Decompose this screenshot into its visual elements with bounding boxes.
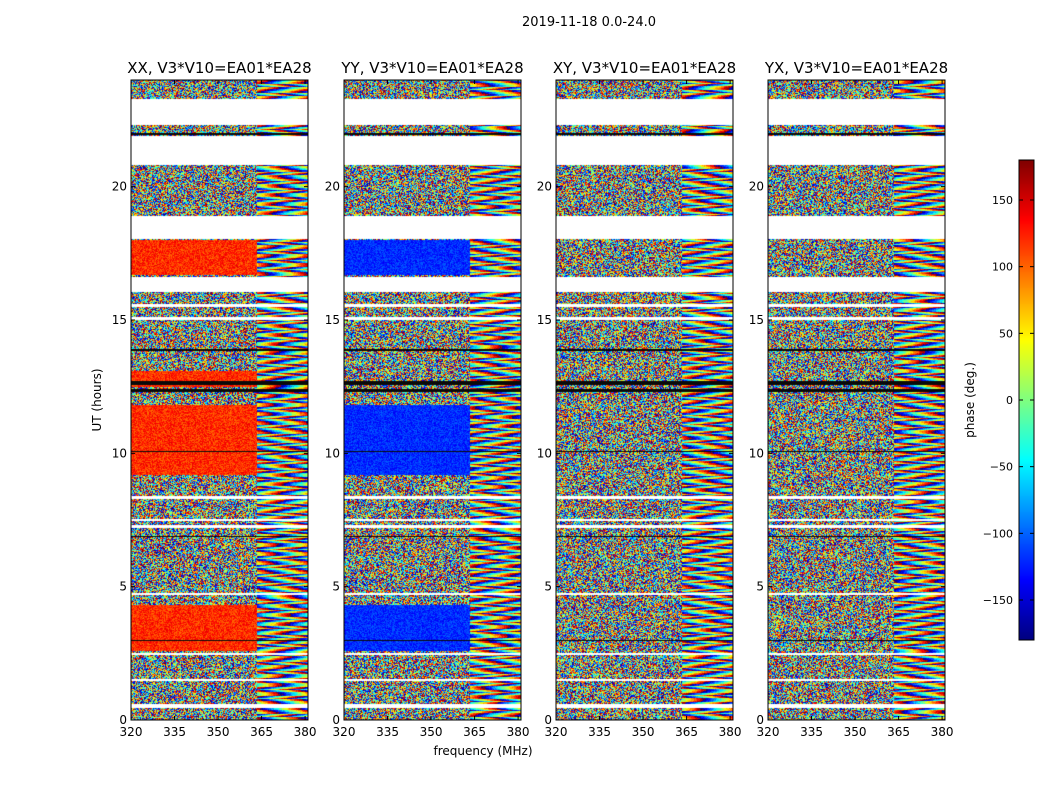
colorbar-tick-label-4: −50 [990,461,1013,474]
x-tick-label-0-0: 320 [120,725,143,739]
panel-title-0: XX, V3*V10=EA01*EA28 [127,59,311,77]
y-tick-label-2-2: 10 [537,446,552,460]
x-axis-label: frequency (MHz) [433,744,532,758]
x-tick-label-1-1: 335 [376,725,399,739]
colorbar-tick-label-0: 150 [992,194,1013,207]
colorbar-label: phase (deg.) [963,362,977,438]
colorbar-tick-label-6: −150 [983,594,1013,607]
x-tick-label-3-0: 320 [757,725,780,739]
y-tick-label-3-4: 20 [749,180,764,194]
figure-suptitle: 2019-11-18 0.0-24.0 [522,15,656,30]
heatmap-image-1 [344,80,521,720]
y-tick-label-0-1: 5 [119,580,127,594]
y-tick-label-0-0: 0 [119,713,127,727]
x-tick-label-3-3: 365 [887,725,910,739]
panels-group: XX, V3*V10=EA01*EA28 320 335 350 365 380 0 5 10 1… [112,59,954,739]
axes-frame-3 [767,79,946,721]
colorbar-tick-label-3: 0 [1006,394,1013,407]
panel-0: XX, V3*V10=EA01*EA28 320 335 350 365 380 0 5 10 1… [112,59,317,739]
panel-title-3: YX, V3*V10=EA01*EA28 [764,59,948,77]
panel-title-2: XY, V3*V10=EA01*EA28 [553,59,736,77]
panel-title-1: YY, V3*V10=EA01*EA28 [340,59,523,77]
x-tick-label-2-0: 320 [545,725,568,739]
y-tick-label-3-0: 0 [756,713,764,727]
x-tick-label-2-2: 350 [632,725,655,739]
x-tick-label-0-3: 365 [250,725,273,739]
panel-2: XY, V3*V10=EA01*EA28 320 335 350 365 380 0 5 10 1… [537,59,742,739]
x-tick-label-1-2: 350 [420,725,443,739]
x-tick-label-2-1: 335 [588,725,611,739]
y-tick-label-0-2: 10 [112,446,127,460]
heatmap-image-0 [131,80,308,720]
colorbar: 150 100 50 0 −50 −100 −150 [983,159,1035,641]
x-tick-label-0-1: 335 [163,725,186,739]
y-axis-label: UT (hours) [90,368,104,431]
x-tick-label-3-4: 380 [931,725,954,739]
y-tick-label-0-3: 15 [112,313,127,327]
y-tick-label-2-1: 5 [544,580,552,594]
y-tick-label-0-4: 20 [112,180,127,194]
x-tick-label-1-0: 320 [333,725,356,739]
x-tick-label-0-2: 350 [207,725,230,739]
colorbar-tick-label-5: −100 [983,527,1013,540]
x-tick-label-3-1: 335 [800,725,823,739]
x-tick-label-2-4: 380 [719,725,742,739]
panel-3: YX, V3*V10=EA01*EA28 320 335 350 365 380 0 5 10 1… [749,59,954,739]
axes-frame-1 [343,79,522,721]
y-tick-label-3-3: 15 [749,313,764,327]
x-tick-label-1-4: 380 [507,725,530,739]
y-tick-label-1-4: 20 [325,180,340,194]
x-tick-label-0-4: 380 [294,725,317,739]
y-tick-label-2-3: 15 [537,313,552,327]
y-tick-label-3-1: 5 [756,580,764,594]
colorbar-tick-label-2: 50 [999,327,1013,340]
heatmap-image-3 [768,80,945,720]
colorbar-gradient [1019,160,1034,640]
y-tick-label-1-2: 10 [325,446,340,460]
panel-1: YY, V3*V10=EA01*EA28 320 335 350 365 380 0 5 10 1… [325,59,530,739]
axes-frame-0 [130,79,309,721]
axes-frame-2 [555,79,734,721]
y-tick-label-3-2: 10 [749,446,764,460]
y-tick-label-2-4: 20 [537,180,552,194]
y-tick-label-1-1: 5 [332,580,340,594]
colorbar-tick-label-1: 100 [992,261,1013,274]
x-tick-label-1-3: 365 [463,725,486,739]
y-tick-label-1-0: 0 [332,713,340,727]
y-tick-label-2-0: 0 [544,713,552,727]
heatmap-image-2 [556,80,733,720]
x-tick-label-3-2: 350 [844,725,867,739]
y-tick-label-1-3: 15 [325,313,340,327]
x-tick-label-2-3: 365 [675,725,698,739]
